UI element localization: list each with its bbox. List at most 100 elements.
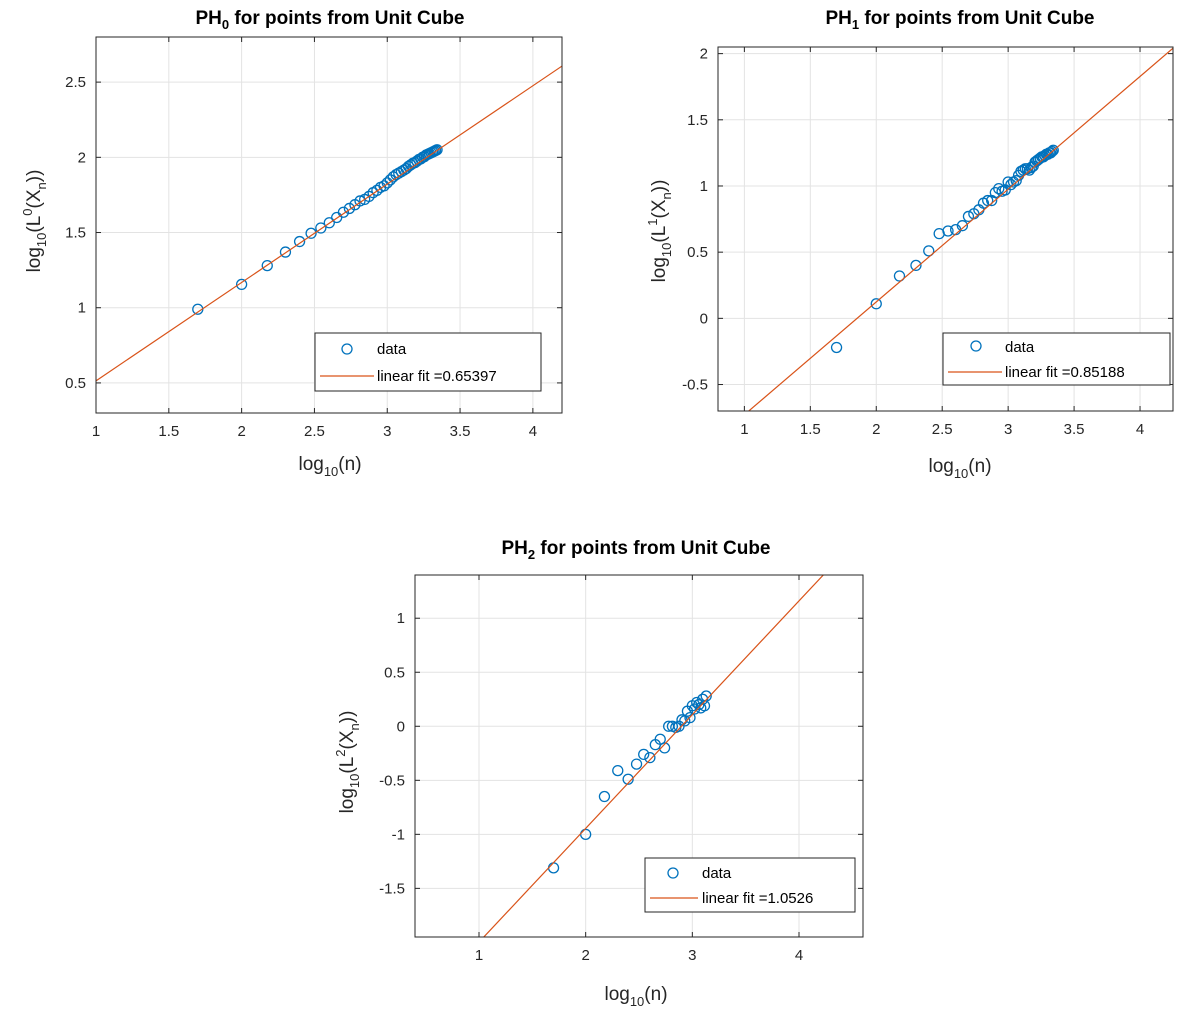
chart-ph2-y-tick-label: -1.5	[379, 880, 405, 897]
chart-ph1-data-point	[1047, 144, 1059, 156]
chart-ph2-data-point	[638, 748, 650, 761]
chart-ph0-data-point	[305, 227, 317, 239]
chart-ph2-x-tick-label: 1	[475, 947, 483, 964]
chart-ph0-legend-fit-label: linear fit =0.65397	[377, 368, 497, 385]
chart-ph1-x-tick-label: 1.5	[800, 421, 821, 438]
chart-ph2-title: PH2 for points from Unit Cube	[501, 538, 770, 562]
chart-ph2-y-tick-label: -0.5	[379, 772, 405, 789]
chart-ph0-y-tick-label: 2	[78, 149, 86, 166]
chart-ph2-legend: data linear fit =1.0526	[644, 857, 856, 913]
chart-ph0-data-point	[337, 206, 350, 218]
chart-ph1-marks	[747, 47, 1173, 411]
chart-ph0-ylabel: log10(L0(Xn))	[20, 170, 49, 273]
chart-ph1-y-tick-label: 1.5	[687, 112, 708, 129]
chart-ph0-data-point	[323, 217, 335, 229]
chart-ph2-xlabel: log10(n)	[604, 984, 667, 1009]
chart-ph2-x-tick-label: 3	[688, 947, 696, 964]
chart-ph2-data-point	[622, 773, 634, 785]
chart-ph0-title: PH0 for points from Unit Cube	[195, 8, 464, 32]
chart-ph1-y-tick-label: -0.5	[682, 377, 708, 394]
chart-ph0-y-tick-label: 2.5	[65, 74, 86, 91]
chart-ph1-x-tick-label: 1	[740, 421, 748, 438]
chart-ph2-data-point	[644, 751, 656, 764]
chart-ph1-data-point	[1044, 147, 1057, 159]
chart-ph1-y-tick-label: 2	[700, 46, 708, 63]
chart-ph0: PH0 for points from Unit Cube log10(n) l…	[20, 8, 563, 479]
chart-ph1-axes-box	[717, 46, 1174, 412]
chart-ph2-data-point	[598, 790, 611, 803]
chart-ph0-data-point	[343, 202, 356, 215]
chart-ph2-legend-fit-label: linear fit =1.0526	[702, 890, 813, 907]
chart-ph1-data-point	[942, 225, 954, 237]
chart-ph0-data-point	[235, 278, 248, 291]
chart-ph0-x-tick-label: 4	[529, 423, 537, 440]
chart-ph1-data-point	[1023, 164, 1036, 176]
chart-ph0-fit-line	[96, 65, 562, 382]
chart-ph2-legend-box	[644, 857, 856, 913]
chart-ph2-y-tick-label: 1	[397, 610, 405, 627]
chart-ph0-y-tick-label: 0.5	[65, 375, 86, 392]
chart-ph2-data-point	[612, 764, 624, 777]
chart-ph1-title: PH1 for points from Unit Cube	[825, 8, 1094, 32]
chart-ph2-legend-data-marker	[667, 867, 679, 879]
chart-ph1-x-tick-label: 2.5	[932, 421, 953, 438]
chart-ph1-data-point	[893, 270, 906, 282]
chart-ph0-data-point	[363, 190, 375, 203]
chart-ph1-x-tick-label: 4	[1136, 421, 1144, 438]
chart-ph0-xlabel: log10(n)	[298, 454, 361, 479]
chart-ph1-data-point	[923, 245, 935, 257]
chart-ph0-x-tick-label: 3.5	[450, 423, 471, 440]
chart-ph0-x-tick-label: 2.5	[304, 423, 325, 440]
chart-ph2-legend-data-label: data	[702, 865, 732, 882]
chart-ph0-data-point	[293, 235, 306, 248]
chart-ph2-data-point	[658, 742, 671, 754]
chart-ph1-y-tick-label: 0	[700, 310, 708, 327]
chart-ph2-x-tick-label: 4	[795, 947, 803, 964]
chart-ph0-x-tick-label: 1.5	[158, 423, 179, 440]
chart-ph1-x-tick-label: 2	[872, 421, 880, 438]
chart-ph0-data-point	[431, 144, 443, 156]
chart-ph2-data-point	[684, 711, 696, 724]
chart-ph1-data-point	[956, 220, 969, 232]
chart-ph2-ylabel: log10(L2(Xn))	[333, 711, 362, 814]
chart-ph0-axes-box	[95, 36, 563, 414]
chart-ph0-x-tick-label: 3	[383, 423, 391, 440]
chart-ph0-legend-data-marker	[341, 343, 353, 355]
chart-ph0-data-point	[381, 177, 393, 189]
chart-ph1-ylabel: log10(L1(Xn))	[645, 180, 674, 283]
chart-ph2-x-tick-label: 2	[581, 947, 589, 964]
chart-ph1-xlabel: log10(n)	[928, 456, 991, 481]
chart-ph0-data-point	[261, 259, 273, 272]
chart-ph1-y-tick-label: 1	[700, 178, 708, 195]
chart-ph0-data-point	[279, 246, 292, 258]
chart-ph1-data-point	[1002, 176, 1014, 188]
chart-ph1-fit-line	[747, 47, 1173, 411]
chart-ph1: PH1 for points from Unit Cube log10(n) l…	[645, 8, 1174, 481]
chart-ph1-legend-box	[942, 332, 1171, 386]
chart-ph0-legend-box	[314, 332, 542, 392]
chart-ph2-data-point	[654, 733, 666, 745]
chart-ph0-marks	[96, 65, 562, 382]
chart-ph0-x-tick-label: 1	[92, 423, 100, 440]
chart-ph2-fit-line	[482, 575, 825, 937]
chart-ph1-data-point	[870, 298, 882, 310]
chart-ph0-data-point	[354, 195, 366, 207]
chart-ph1-data-point	[982, 194, 994, 207]
chart-ph1-legend-data-marker	[970, 340, 982, 352]
chart-ph2-data-point	[630, 758, 643, 770]
chart-ph1-legend: data linear fit =0.85188	[942, 332, 1171, 386]
chart-ph1-data-point	[993, 182, 1005, 195]
chart-ph1-data-point	[962, 210, 975, 223]
chart-ph2-y-tick-label: 0	[397, 718, 405, 735]
chart-ph1-x-tick-label: 3.5	[1064, 421, 1085, 438]
chart-ph0-legend-data-label: data	[377, 341, 407, 358]
chart-ph0-legend: data linear fit =0.65397	[314, 332, 542, 392]
chart-ph1-data-point	[910, 259, 922, 272]
chart-ph2-data-point	[700, 690, 712, 702]
chart-ph1-y-tick-label: 0.5	[687, 244, 708, 261]
chart-ph0-y-tick-label: 1.5	[65, 225, 86, 242]
chart-ph0-y-tick-label: 1	[78, 300, 86, 317]
chart-ph2-y-tick-label: -1	[392, 826, 405, 843]
chart-ph2: PH2 for points from Unit Cube log10(n) l…	[333, 538, 864, 1009]
